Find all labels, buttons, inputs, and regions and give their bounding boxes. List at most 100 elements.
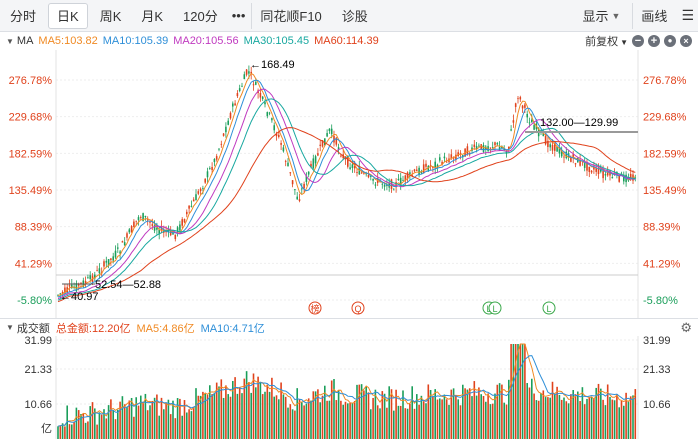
- volume-bar: [485, 401, 487, 439]
- candle-body: [326, 133, 328, 137]
- display-dropdown[interactable]: 显示 ▼: [574, 3, 628, 29]
- adjust-dropdown[interactable]: 前复权 ▼: [585, 33, 628, 49]
- volume-bar: [627, 400, 630, 439]
- candle-body: [121, 241, 124, 243]
- y-tick-label-left: 88.39%: [15, 222, 53, 234]
- volume-bar: [604, 405, 607, 439]
- candle-body: [128, 229, 131, 233]
- gear-icon[interactable]: ⚙: [680, 319, 692, 335]
- ma-title[interactable]: MA: [16, 35, 34, 47]
- candle-body: [227, 120, 229, 125]
- volume-bar: [298, 399, 301, 439]
- volume-ma5: MA5:4.86亿: [136, 322, 195, 335]
- candle-body: [119, 251, 121, 254]
- more-periods-button[interactable]: •••: [231, 8, 246, 23]
- volume-bar: [349, 402, 351, 439]
- candle-body: [204, 178, 206, 183]
- tab-intraday[interactable]: 分时: [10, 9, 37, 24]
- candle-body: [473, 144, 476, 147]
- candle-body: [558, 147, 561, 154]
- volume-chart[interactable]: 31.99 31.99 21.33 21.33 10.66 10.66 亿: [0, 336, 698, 439]
- tab-weekly-k[interactable]: 周K: [99, 9, 122, 24]
- volume-bar: [519, 344, 522, 439]
- candle-body: [441, 161, 443, 165]
- draw-line-button[interactable]: 画线: [632, 2, 675, 29]
- kline-chart[interactable]: 276.78% 229.68% 182.59% 135.49% 88.39% 41.29%…: [0, 50, 698, 318]
- candle-body: [317, 153, 319, 156]
- volume-bar: [324, 385, 326, 439]
- candle-body: [174, 234, 177, 240]
- volume-bar: [153, 397, 156, 439]
- volume-bar: [593, 398, 595, 439]
- tab-monthly-k[interactable]: 月K: [141, 9, 164, 24]
- candle-body: [298, 199, 301, 201]
- tab-f10[interactable]: 同花顺F10: [251, 2, 329, 29]
- volume-ma-lines: [57, 343, 636, 427]
- volume-ma10-line: [57, 355, 636, 427]
- candle-body: [434, 161, 436, 169]
- volume-bar: [59, 425, 62, 439]
- volume-total: 总金额:12.20亿: [55, 322, 131, 335]
- candle-body: [494, 142, 496, 146]
- volume-bar: [158, 415, 160, 439]
- volume-bar: [273, 396, 275, 439]
- candle-body: [475, 146, 478, 150]
- volume-bar: [218, 386, 220, 439]
- candle-body: [137, 217, 140, 221]
- volume-bar: [284, 396, 287, 439]
- candle-body: [340, 155, 342, 157]
- candle-body: [64, 287, 66, 294]
- candle-body: [158, 229, 160, 235]
- volume-bar: [165, 402, 167, 439]
- candle-body: [466, 146, 469, 154]
- volume-bar: [383, 393, 386, 439]
- volume-bar: [71, 424, 73, 439]
- tab-daily-k[interactable]: 日K: [48, 2, 88, 29]
- zoom-out-icon[interactable]: −: [632, 35, 644, 47]
- volume-bar: [386, 407, 388, 439]
- candle-body: [84, 281, 87, 284]
- tab-120min[interactable]: 120分: [183, 9, 218, 24]
- event-label: 榜: [310, 303, 319, 314]
- candle-body: [547, 140, 549, 147]
- menu-icon[interactable]: ☰: [681, 7, 694, 23]
- candle-body: [563, 156, 565, 158]
- close-icon[interactable]: ×: [680, 35, 692, 47]
- collapse-triangle-icon[interactable]: ▼: [6, 36, 14, 46]
- volume-bar: [503, 402, 505, 439]
- volume-bar: [117, 409, 119, 439]
- volume-bar: [411, 386, 413, 439]
- candle-body: [307, 171, 310, 175]
- volume-bar: [358, 384, 361, 439]
- volume-bar: [105, 418, 108, 439]
- candle-body: [618, 174, 620, 182]
- candle-body: [123, 242, 126, 246]
- volume-bar: [202, 391, 204, 439]
- candle-body: [266, 112, 269, 117]
- y-tick-label-right: 276.78%: [643, 75, 687, 87]
- volume-bar: [271, 377, 273, 439]
- volume-bar: [445, 399, 448, 439]
- candle-body: [107, 259, 110, 266]
- tab-diagnose[interactable]: 诊股: [341, 9, 368, 24]
- zoom-in-icon[interactable]: +: [648, 35, 660, 47]
- volume-bar: [307, 398, 310, 439]
- volume-bar: [257, 376, 259, 439]
- volume-ma10: MA10:4.71亿: [200, 322, 265, 335]
- candle-body: [176, 227, 179, 233]
- settings-icon[interactable]: ●: [664, 35, 676, 47]
- volume-bar: [176, 398, 179, 439]
- event-label: L: [492, 304, 497, 314]
- candle-body: [243, 74, 246, 80]
- volume-bar: [577, 391, 579, 439]
- volume-bar: [565, 401, 568, 439]
- volume-bar: [126, 407, 128, 439]
- volume-bar: [533, 393, 535, 439]
- volume-bar: [266, 384, 269, 439]
- volume-title[interactable]: 成交额: [16, 322, 50, 335]
- volume-bar: [75, 407, 78, 439]
- volume-bar: [333, 379, 335, 439]
- volume-bar: [634, 389, 637, 439]
- collapse-triangle-icon[interactable]: ▼: [6, 323, 14, 332]
- volume-bar: [535, 400, 538, 439]
